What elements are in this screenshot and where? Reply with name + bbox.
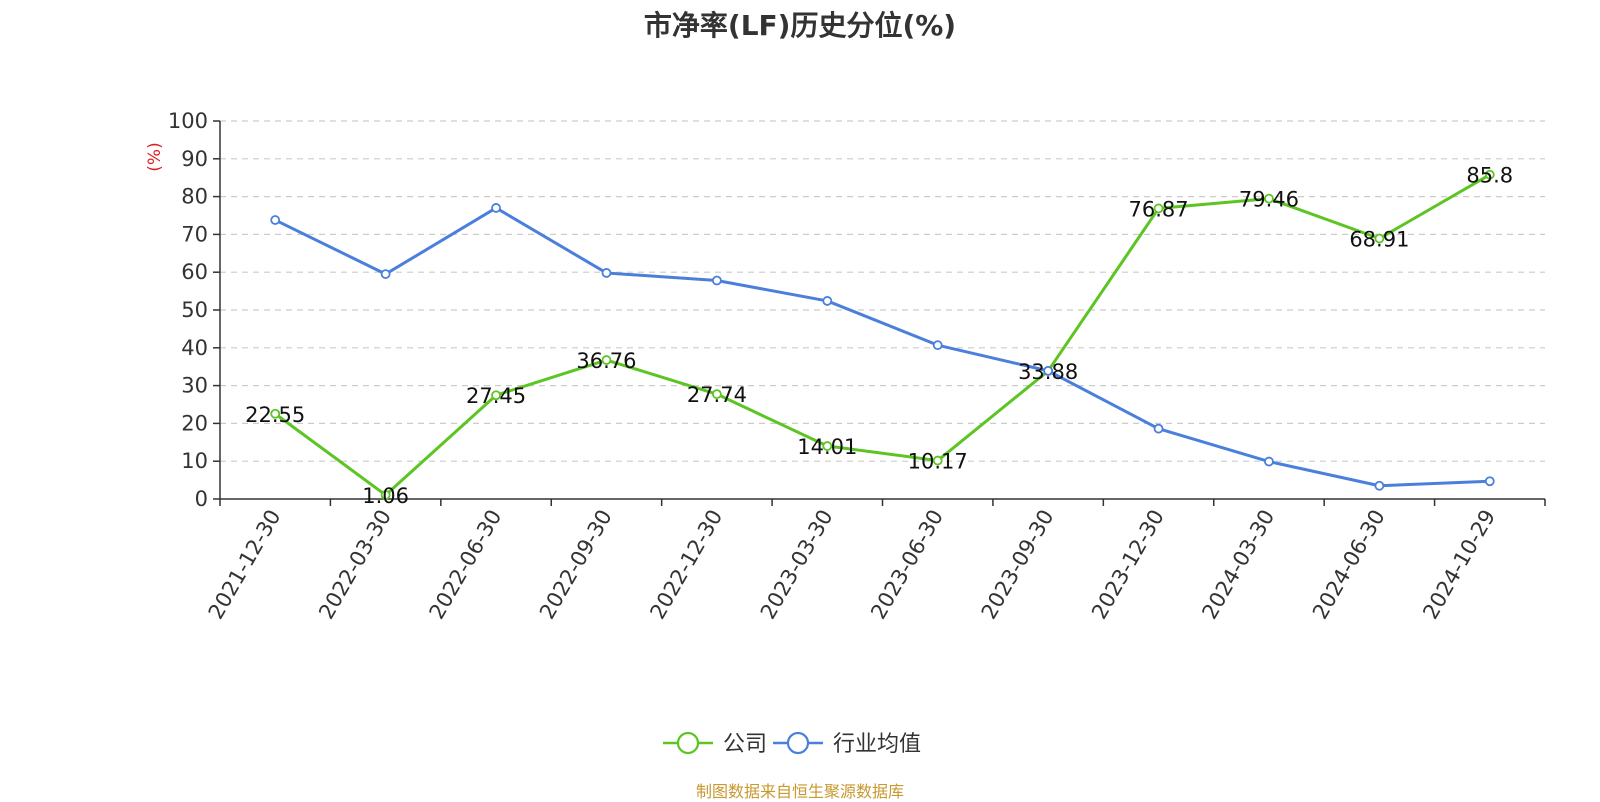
legend-label: 公司 bbox=[723, 732, 767, 757]
data-source-note: 制图数据来自恒生聚源数据库 bbox=[695, 782, 904, 801]
data-label: 68.91 bbox=[1349, 228, 1409, 252]
data-point bbox=[822, 296, 833, 306]
gridlines bbox=[220, 120, 1545, 462]
y-tick-label: 10 bbox=[181, 449, 208, 473]
x-axis-ticks: 2021-12-30 2022-03-30 2022-06-30 2022-09-30… bbox=[204, 499, 1546, 624]
x-tick-label: 2022-12-30 bbox=[645, 506, 727, 624]
y-axis-label: (%) bbox=[145, 142, 165, 171]
series-lines bbox=[270, 169, 1495, 500]
y-tick-label: 0 bbox=[195, 487, 208, 511]
legend: 公司 行业均值 bbox=[663, 731, 921, 757]
y-tick-label: 50 bbox=[181, 298, 208, 322]
data-point bbox=[1374, 480, 1385, 491]
data-label: 22.55 bbox=[245, 403, 305, 427]
data-label: 14.01 bbox=[797, 435, 857, 459]
data-label: 27.74 bbox=[687, 383, 747, 407]
x-tick-label: 2023-03-30 bbox=[756, 506, 838, 624]
data-label: 27.45 bbox=[466, 384, 526, 408]
data-point bbox=[711, 389, 722, 400]
data-point bbox=[932, 455, 943, 466]
y-tick-label: 20 bbox=[181, 411, 208, 435]
data-point bbox=[822, 441, 833, 451]
y-tick-label: 60 bbox=[181, 260, 208, 284]
y-tick-label: 80 bbox=[181, 185, 208, 209]
data-point bbox=[1043, 365, 1054, 376]
series-line-0 bbox=[274, 173, 1491, 497]
x-tick-label: 2022-09-30 bbox=[535, 506, 617, 624]
legend-marker bbox=[676, 731, 700, 755]
x-tick-label: 2023-06-30 bbox=[866, 506, 948, 624]
data-label: 33.88 bbox=[1018, 360, 1078, 384]
data-point bbox=[601, 268, 612, 278]
data-point bbox=[491, 203, 501, 213]
data-label: 79.46 bbox=[1239, 188, 1299, 212]
legend-marker bbox=[786, 731, 810, 755]
data-labels: 22.55 1.06 27.45 36.76 27.74 14.01 10.17 33.88 7… bbox=[245, 164, 1513, 508]
data-point bbox=[711, 275, 722, 286]
series-line-1 bbox=[274, 206, 1490, 488]
chart-title: 市净率(LF)历史分位(%) bbox=[643, 9, 957, 42]
x-tick-label: 2022-06-30 bbox=[425, 506, 507, 624]
data-point bbox=[1264, 456, 1274, 467]
data-label: 76.87 bbox=[1128, 197, 1188, 221]
y-tick-label: 90 bbox=[181, 147, 208, 171]
data-point bbox=[601, 355, 612, 365]
data-point bbox=[270, 408, 281, 419]
data-point bbox=[380, 269, 391, 279]
x-tick-label: 2023-12-30 bbox=[1087, 506, 1169, 624]
data-point bbox=[491, 390, 501, 401]
y-tick-label: 70 bbox=[181, 222, 208, 246]
data-point bbox=[1153, 423, 1164, 434]
legend-label: 行业均值 bbox=[833, 732, 921, 757]
y-axis-ticks: 0 10 20 30 40 50 60 70 80 90 100 bbox=[168, 109, 220, 511]
data-point bbox=[932, 340, 943, 351]
x-tick-label: 2021-12-30 bbox=[204, 506, 286, 624]
data-point bbox=[1484, 476, 1495, 487]
x-tick-label: 2022-03-30 bbox=[314, 506, 396, 624]
data-label: 1.06 bbox=[362, 484, 409, 508]
data-point bbox=[1374, 233, 1385, 244]
y-tick-label: 30 bbox=[181, 374, 208, 398]
x-tick-label: 2024-10-29 bbox=[1418, 506, 1500, 624]
data-point bbox=[380, 490, 391, 500]
x-tick-label: 2024-03-30 bbox=[1197, 506, 1279, 624]
data-point bbox=[270, 215, 281, 225]
data-point bbox=[1484, 169, 1495, 180]
y-tick-label: 40 bbox=[181, 336, 208, 360]
data-point bbox=[1153, 203, 1164, 214]
data-label: 36.76 bbox=[576, 349, 636, 373]
y-tick-label: 100 bbox=[168, 109, 208, 133]
data-label: 85.8 bbox=[1466, 164, 1513, 188]
legend-item-1: 行业均值 bbox=[773, 731, 921, 757]
x-tick-label: 2023-09-30 bbox=[977, 506, 1059, 624]
x-tick-label: 2024-06-30 bbox=[1308, 506, 1390, 624]
data-point bbox=[1264, 193, 1274, 204]
legend-item-0: 公司 bbox=[663, 731, 767, 757]
data-label: 10.17 bbox=[908, 450, 968, 474]
